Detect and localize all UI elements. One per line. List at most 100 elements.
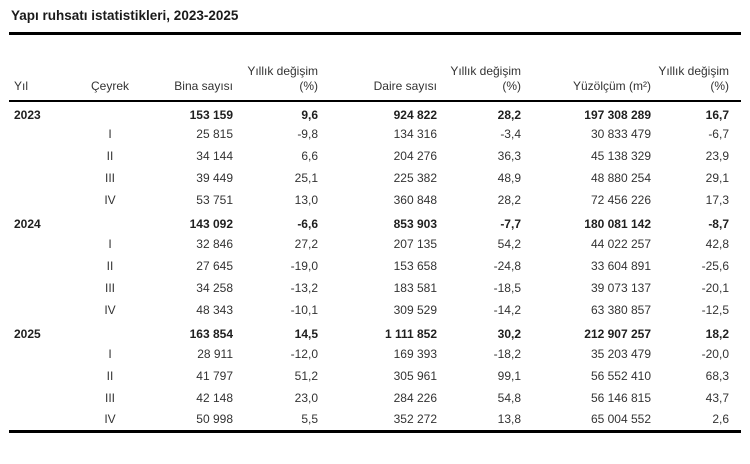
building-count-cell: 41 797 <box>196 369 233 383</box>
column-header-building-count: Bina sayısı <box>174 79 233 93</box>
table-header: Yıl Çeyrek Bina sayısı Yıllık değişim (%… <box>9 35 741 101</box>
quarter-cell: I <box>108 127 112 141</box>
quarter-row: II 34 144 6,6 204 276 36,3 45 138 329 23,9 <box>9 145 741 167</box>
annual-change-cell: -18,5 <box>493 281 521 295</box>
annual-change-cell: -8,7 <box>708 217 729 231</box>
column-header-year: Yıl <box>14 79 29 93</box>
year-cell: 2025 <box>14 327 41 341</box>
column-header-floor-area: Yüzölçüm (m²) <box>572 79 651 93</box>
annual-change-cell: -25,6 <box>701 259 729 273</box>
year-cell <box>9 145 75 167</box>
annual-change-cell: 5,5 <box>301 412 318 427</box>
quarter-cell: III <box>104 281 115 295</box>
column-header-annual-change-3: Yıllık değişim (%) <box>658 64 729 93</box>
annual-change-cell: 18,2 <box>705 327 729 341</box>
annual-change-cell: 14,5 <box>294 327 318 341</box>
annual-change-cell: 51,2 <box>294 369 318 383</box>
dwelling-count-cell: 1 111 852 <box>384 327 437 341</box>
year-total-row: 2023 153 159 9,6 924 822 28,2 197 308 289 16,7 <box>9 101 741 123</box>
annual-change-cell: 16,7 <box>705 107 729 122</box>
dwelling-count-cell: 360 848 <box>393 193 437 207</box>
quarter-row: I 32 846 27,2 207 135 54,2 44 022 257 42,8 <box>9 233 741 255</box>
quarter-row: IV 50 998 5,5 352 272 13,8 65 004 552 2,6 <box>9 409 741 431</box>
annual-change-cell: -18,2 <box>493 347 521 361</box>
annual-change-cell: -14,2 <box>493 303 521 317</box>
year-cell <box>9 189 75 211</box>
quarter-cell: I <box>108 347 112 361</box>
quarter-row: II 41 797 51,2 305 961 99,1 56 552 410 68,3 <box>9 365 741 387</box>
annual-change-cell: -24,8 <box>493 259 521 273</box>
quarter-cell: IV <box>104 303 116 317</box>
building-count-cell: 34 258 <box>196 281 233 295</box>
year-cell <box>9 343 75 365</box>
floor-area-cell: 72 456 226 <box>590 193 651 207</box>
year-cell <box>9 167 75 189</box>
floor-area-cell: 212 907 257 <box>584 327 651 341</box>
year-cell <box>9 365 75 387</box>
column-header-dwelling-count: Daire sayısı <box>373 79 437 93</box>
year-cell <box>9 123 75 145</box>
floor-area-cell: 65 004 552 <box>590 412 651 427</box>
annual-change-cell: -6,6 <box>297 217 318 231</box>
year-cell <box>9 277 75 299</box>
column-header-quarter: Çeyrek <box>90 79 129 93</box>
floor-area-cell: 63 380 857 <box>590 303 651 317</box>
annual-change-cell: 2,6 <box>712 412 729 427</box>
quarter-row: III 34 258 -13,2 183 581 -18,5 39 073 137 -20,… <box>9 277 741 299</box>
annual-change-cell: -20,0 <box>701 347 729 361</box>
quarter-cell: III <box>104 171 115 185</box>
quarter-cell: II <box>106 149 114 163</box>
annual-change-cell: 30,2 <box>497 327 521 341</box>
annual-change-cell: -10,1 <box>290 303 318 317</box>
column-header-annual-change-2: Yıllık değişim (%) <box>450 64 521 93</box>
quarter-row: I 28 911 -12,0 169 393 -18,2 35 203 479 -20,0 <box>9 343 741 365</box>
dwelling-count-cell: 169 393 <box>393 347 437 361</box>
annual-change-cell: 25,1 <box>294 171 318 185</box>
quarter-cell: I <box>108 237 112 251</box>
quarter-cell <box>75 211 145 233</box>
annual-change-cell: 29,1 <box>705 171 729 185</box>
floor-area-cell: 56 146 815 <box>590 391 651 405</box>
annual-change-cell: -6,7 <box>708 127 729 141</box>
dwelling-count-cell: 207 135 <box>393 237 437 251</box>
year-cell <box>9 387 75 409</box>
annual-change-cell: -19,0 <box>290 259 318 273</box>
building-count-cell: 39 449 <box>196 171 233 185</box>
quarter-cell: II <box>106 369 114 383</box>
building-count-cell: 163 854 <box>189 327 233 341</box>
floor-area-cell: 48 880 254 <box>590 171 651 185</box>
quarter-row: I 25 815 -9,8 134 316 -3,4 30 833 479 -6,7 <box>9 123 741 145</box>
dwelling-count-cell: 134 316 <box>393 127 437 141</box>
dwelling-count-cell: 183 581 <box>393 281 437 295</box>
quarter-cell: IV <box>104 412 116 427</box>
annual-change-cell: -7,7 <box>500 217 521 231</box>
annual-change-cell: 13,0 <box>294 193 318 207</box>
title-divider <box>9 32 741 35</box>
floor-area-cell: 45 138 329 <box>590 149 651 163</box>
building-count-cell: 53 751 <box>196 193 233 207</box>
annual-change-cell: -12,0 <box>290 347 318 361</box>
building-count-cell: 34 144 <box>196 149 233 163</box>
quarter-cell <box>75 101 145 123</box>
building-count-cell: 25 815 <box>196 127 233 141</box>
annual-change-cell: -13,2 <box>290 281 318 295</box>
floor-area-cell: 44 022 257 <box>590 237 651 251</box>
dwelling-count-cell: 225 382 <box>393 171 437 185</box>
floor-area-cell: 35 203 479 <box>590 347 651 361</box>
annual-change-cell: -3,4 <box>500 127 521 141</box>
year-total-row: 2025 163 854 14,5 1 111 852 30,2 212 907 257 1… <box>9 321 741 343</box>
annual-change-cell: 23,9 <box>705 149 729 163</box>
floor-area-cell: 197 308 289 <box>584 107 651 122</box>
annual-change-cell: 28,2 <box>497 193 521 207</box>
quarter-cell: IV <box>104 193 116 207</box>
quarter-row: II 27 645 -19,0 153 658 -24,8 33 604 891 -25,6 <box>9 255 741 277</box>
year-cell: 2023 <box>14 107 41 122</box>
quarter-cell <box>75 321 145 343</box>
annual-change-cell: 42,8 <box>705 237 729 251</box>
year-cell <box>9 255 75 277</box>
annual-change-cell: 48,9 <box>497 171 521 185</box>
dwelling-count-cell: 309 529 <box>393 303 437 317</box>
annual-change-cell: 54,8 <box>497 391 521 405</box>
floor-area-cell: 30 833 479 <box>590 127 651 141</box>
annual-change-cell: 27,2 <box>294 237 318 251</box>
